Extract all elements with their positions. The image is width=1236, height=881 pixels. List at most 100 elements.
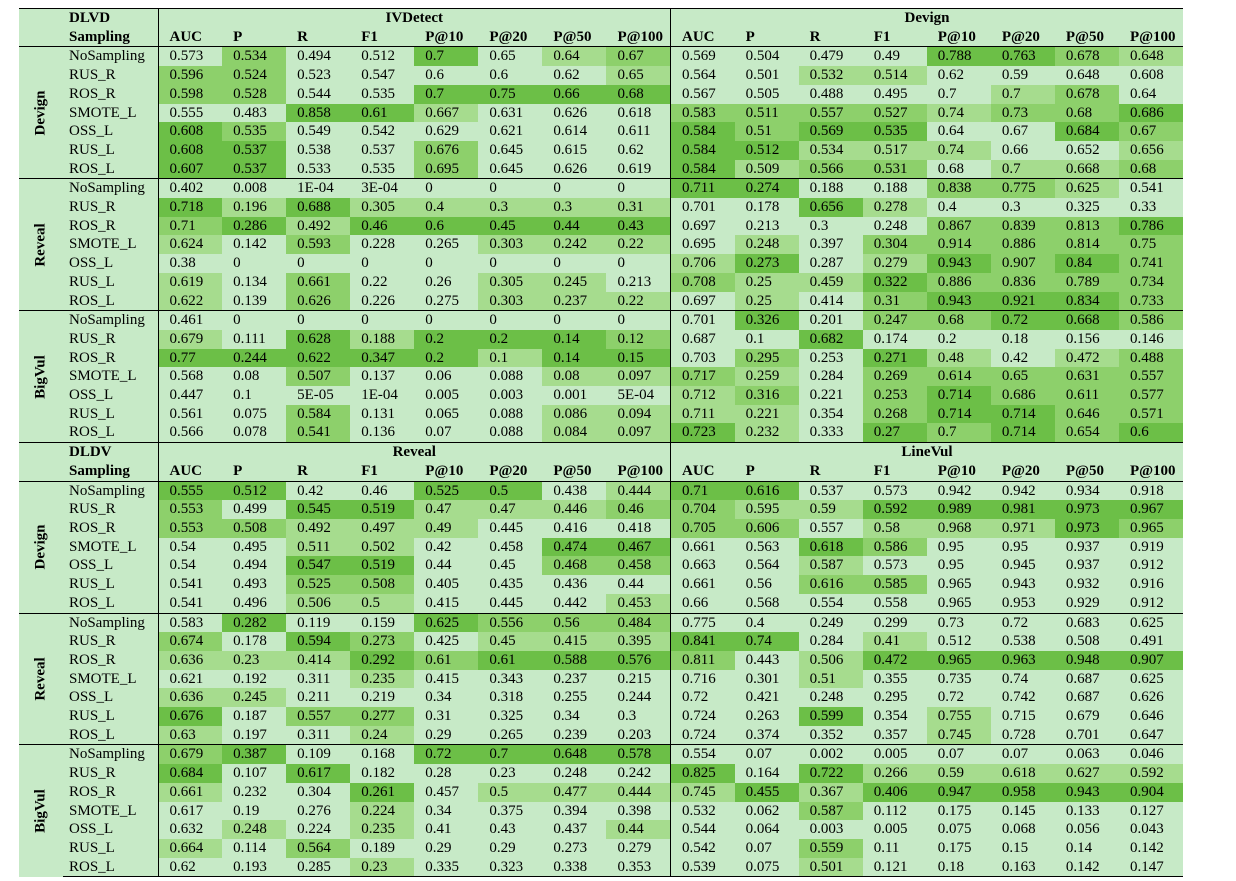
header-blank xyxy=(19,28,63,47)
value-cell: 0.937 xyxy=(1054,556,1119,576)
corner-label: Sampling xyxy=(63,27,159,47)
value-cell: 0.248 xyxy=(862,216,927,236)
dataset-name: Devign xyxy=(32,524,49,570)
value-cell: 0.555 xyxy=(158,103,223,123)
value-cell: 0.285 xyxy=(286,857,351,878)
value-cell: 0.624 xyxy=(158,235,223,255)
value-cell: 0.394 xyxy=(542,801,607,821)
value-cell: 0.968 xyxy=(926,518,991,538)
value-cell: 0.4 xyxy=(926,198,991,217)
value-cell: 0.51 xyxy=(734,122,799,141)
value-cell: 0.224 xyxy=(286,820,351,839)
value-cell: 0.5 xyxy=(478,480,543,501)
value-cell: 0.514 xyxy=(862,66,927,85)
value-cell: 0.537 xyxy=(798,480,863,501)
value-cell: 0.418 xyxy=(606,518,672,538)
value-cell: 0.95 xyxy=(990,537,1055,557)
value-cell: 0.943 xyxy=(926,254,991,273)
value-cell: 0.347 xyxy=(350,348,415,368)
value-cell: 0.711 xyxy=(670,178,735,199)
value-cell: 0.564 xyxy=(670,66,735,85)
metric-header: P@50 xyxy=(1065,28,1104,45)
value-cell: 0.559 xyxy=(798,838,863,858)
table-row: ROS_R 0.661 0.232 0.304 0.261 0.457 0.5 0.477 0.… xyxy=(19,782,1183,802)
value-cell: 0.316 xyxy=(734,386,799,405)
value-cell: 0.695 xyxy=(414,159,479,179)
value-cell: 0.621 xyxy=(478,122,543,141)
value-cell: 0.789 xyxy=(1054,272,1119,292)
metric-header: P@20 xyxy=(1001,462,1040,479)
table-row: BigVul NoSampling 0.679 0.387 0.109 0.168 0.72… xyxy=(19,744,1183,877)
metric-header: P@10 xyxy=(425,462,464,479)
corner-label: DLDV xyxy=(63,442,159,462)
value-cell: 0.088 xyxy=(478,423,543,443)
value-cell: 0.64 xyxy=(1118,84,1183,104)
value-cell: 0.934 xyxy=(1054,480,1119,501)
value-cell: 0.679 xyxy=(158,329,223,349)
value-cell: 0.203 xyxy=(606,725,672,745)
value-cell: 0.7 xyxy=(990,159,1055,179)
table-row: ROS_R 0.636 0.23 0.414 0.292 0.61 0.61 0.588 0.5… xyxy=(19,650,1183,670)
value-cell: 0.244 xyxy=(606,688,672,708)
table-row: RUS_R 0.674 0.178 0.594 0.273 0.425 0.45 0.415 0… xyxy=(19,632,1183,651)
sampling-method: NoSampling xyxy=(63,178,159,199)
value-cell: 0.564 xyxy=(734,556,799,576)
table-row: OSS_L 0.38 0 0 0 0 0 0 0 0.706 0.273 0.287 0.279 0.94… xyxy=(19,254,1183,273)
value-cell: 0.221 xyxy=(798,386,863,405)
value-cell: 0.193 xyxy=(222,857,287,878)
value-cell: 0.338 xyxy=(542,857,607,878)
table-row: ROS_R 0.77 0.244 0.622 0.347 0.2 0.1 0.14 0.15 0.… xyxy=(19,348,1183,368)
value-cell: 0.266 xyxy=(862,764,927,783)
value-cell: 0.4 xyxy=(414,198,479,217)
value-cell: 0.275 xyxy=(414,291,479,311)
value-cell: 0.18 xyxy=(926,857,991,878)
value-cell: 0.003 xyxy=(478,386,543,405)
value-cell: 0.25 xyxy=(734,291,799,311)
value-cell: 0.564 xyxy=(286,838,351,858)
value-cell: 0.632 xyxy=(158,820,223,839)
metric-header: P@100 xyxy=(606,27,672,47)
value-cell: 0.467 xyxy=(606,537,672,557)
table-row: OSS_L 0.608 0.535 0.549 0.542 0.629 0.621 0.614… xyxy=(19,122,1183,141)
value-cell: 0.147 xyxy=(1118,857,1183,878)
value-cell: 0.5 xyxy=(350,593,415,613)
value-cell: 0.554 xyxy=(670,744,735,765)
table-row: ROS_L 0.62 0.193 0.285 0.23 0.335 0.323 0.338 0.… xyxy=(19,857,1183,878)
value-cell: 0.73 xyxy=(926,612,991,633)
metric-header: P@20 xyxy=(489,28,528,45)
value-cell: 0.715 xyxy=(990,707,1055,726)
value-cell: 0.414 xyxy=(286,650,351,670)
value-cell: 0.62 xyxy=(158,857,223,878)
value-cell: 0.714 xyxy=(990,423,1055,443)
value-cell: 0.568 xyxy=(734,593,799,613)
value-cell: 0.299 xyxy=(862,612,927,633)
value-cell: 0.712 xyxy=(670,386,735,405)
value-cell: 0.459 xyxy=(798,272,863,292)
sampling-method: OSS_L xyxy=(63,820,159,839)
value-cell: 0.146 xyxy=(1118,329,1183,349)
value-cell: 0.1 xyxy=(222,386,287,405)
sampling-method: OSS_L xyxy=(63,386,159,405)
table-row: RUS_L 0.676 0.187 0.557 0.277 0.31 0.325 0.34 0.… xyxy=(19,707,1183,726)
value-cell: 0.496 xyxy=(222,593,287,613)
value-cell: 0.788 xyxy=(926,46,991,67)
value-cell: 0.921 xyxy=(990,291,1055,311)
value-cell: 0.235 xyxy=(350,669,415,689)
value-cell: 0.242 xyxy=(542,235,607,255)
dataset-group-label: Devign xyxy=(19,46,63,179)
value-cell: 0.065 xyxy=(414,404,479,424)
value-cell: 0.397 xyxy=(798,235,863,255)
value-cell: 0.65 xyxy=(478,46,543,67)
sampling-method: ROS_L xyxy=(63,159,159,179)
value-cell: 0.326 xyxy=(734,310,799,330)
value-cell: 0.714 xyxy=(926,404,991,424)
metric-header: P@20 xyxy=(489,462,528,479)
value-cell: 0.484 xyxy=(606,612,672,633)
value-cell: 0.687 xyxy=(1054,669,1119,689)
value-cell: 0.943 xyxy=(926,291,991,311)
value-cell: 0.224 xyxy=(350,801,415,821)
sampling-method: NoSampling xyxy=(63,310,159,330)
dataset-name: Reveal xyxy=(32,223,49,267)
value-cell: 0.512 xyxy=(222,480,287,501)
value-cell: 0.273 xyxy=(350,632,415,651)
